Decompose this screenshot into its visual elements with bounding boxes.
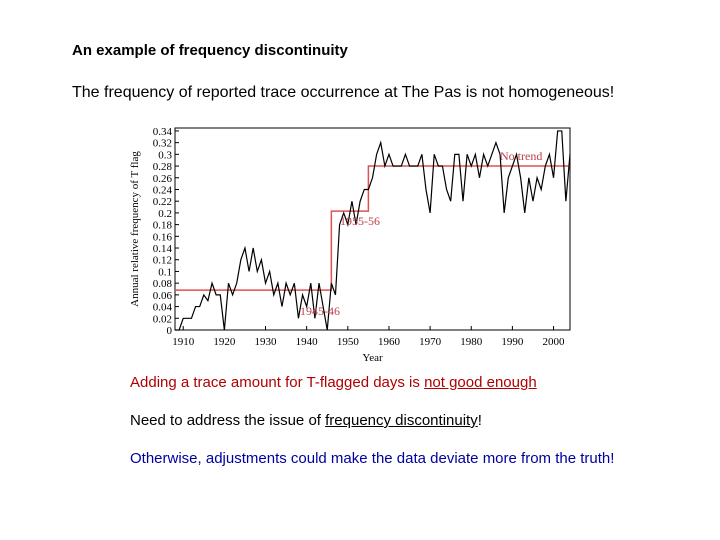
plot-frame — [174, 127, 571, 331]
note-emphasis: not good enough — [424, 374, 537, 391]
y-tick-label: 0.1 — [158, 266, 172, 278]
x-tick-label: 1970 — [419, 336, 442, 348]
x-tick-label: 1960 — [378, 336, 401, 348]
x-tick-label: 1920 — [213, 336, 236, 348]
y-tick-label: 0.24 — [153, 184, 173, 196]
x-tick-label: 1940 — [296, 336, 319, 348]
y-tick-label: 0.04 — [153, 302, 173, 314]
x-tick-label: 1980 — [460, 336, 483, 348]
x-tick-label: 2000 — [543, 336, 566, 348]
heading: An example of frequency discontinuity — [72, 42, 348, 59]
y-tick-label: 0.12 — [153, 255, 172, 267]
note-emphasis: frequency discontinuity — [325, 412, 478, 429]
y-tick-label: 0 — [167, 325, 173, 337]
annotation: 1945-46 — [300, 304, 340, 318]
y-tick-label: 0.16 — [153, 231, 173, 243]
y-tick-label: 0.22 — [153, 196, 172, 208]
y-tick-label: 0.2 — [158, 208, 172, 220]
data-line — [175, 165, 570, 291]
y-tick-label: 0.18 — [153, 220, 173, 232]
annotation: 1955-56 — [340, 214, 380, 228]
x-tick-label: 1930 — [255, 336, 278, 348]
y-tick-label: 0.26 — [153, 173, 173, 185]
x-tick-label: 1950 — [337, 336, 360, 348]
y-tick-label: 0.14 — [153, 243, 173, 255]
x-tick-label: 1910 — [172, 336, 195, 348]
y-tick-label: 0.06 — [153, 290, 173, 302]
statement: The frequency of reported trace occurren… — [72, 84, 615, 101]
note-text: Adding a trace amount for T-flagged days… — [130, 374, 425, 391]
y-axis-label: Annual relative frequency of T flag — [129, 151, 141, 307]
note: Need to address the issue of frequency d… — [130, 412, 482, 429]
note-text: Need to address the issue of — [130, 412, 326, 429]
x-tick-label: 1990 — [501, 336, 524, 348]
y-tick-label: 0.28 — [153, 161, 173, 173]
chart: 00.020.040.060.080.10.120.140.160.180.20… — [129, 126, 571, 364]
data-line — [175, 130, 571, 331]
annotation: No trend — [500, 149, 542, 163]
y-tick-label: 0.02 — [153, 313, 172, 325]
x-axis-label: Year — [362, 352, 383, 364]
y-tick-label: 0.34 — [153, 126, 173, 138]
y-tick-label: 0.32 — [153, 138, 172, 150]
y-tick-label: 0.3 — [158, 149, 172, 161]
y-tick-label: 0.08 — [153, 278, 173, 290]
note: Adding a trace amount for T-flagged days… — [130, 374, 537, 391]
note-text: ! — [477, 412, 482, 429]
note: Otherwise, adjustments could make the da… — [130, 450, 615, 467]
